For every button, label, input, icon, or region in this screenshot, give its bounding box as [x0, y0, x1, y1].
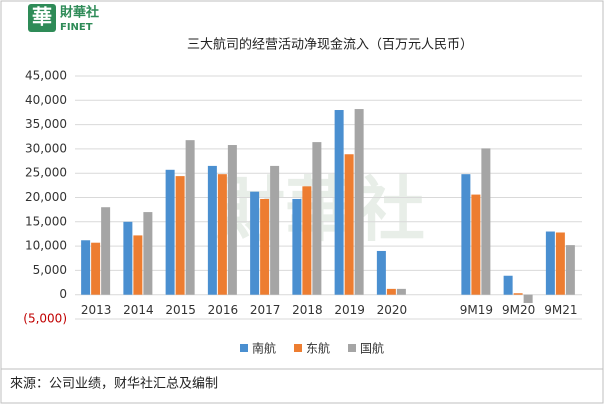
y-tick-label: 15,000 [25, 214, 67, 228]
bar [250, 191, 260, 295]
bar [523, 294, 533, 303]
logo-box [28, 4, 56, 32]
bar [143, 212, 153, 295]
y-tick-label: 20,000 [25, 190, 67, 204]
y-tick-label: 30,000 [25, 141, 67, 155]
x-tick-label: 2018 [292, 303, 323, 317]
bar [133, 235, 143, 295]
bar [165, 169, 175, 295]
y-tick-label: (5,000) [23, 312, 67, 326]
legend-label: 国航 [360, 341, 384, 356]
bar [227, 145, 237, 295]
legend-label: 东航 [306, 341, 330, 356]
bar [471, 194, 481, 295]
bar [344, 154, 354, 295]
x-tick-label: 9M19 [460, 303, 493, 317]
y-tick-label: 0 [59, 287, 67, 301]
logo-char: 華 [32, 5, 52, 29]
bar [101, 207, 111, 295]
legend-swatch [294, 344, 302, 352]
bar [207, 165, 217, 295]
x-tick-label: 2020 [377, 303, 408, 317]
bar [123, 221, 133, 295]
bar [555, 232, 565, 295]
x-tick-label: 9M21 [544, 303, 577, 317]
bar [461, 174, 471, 295]
bar [376, 250, 386, 295]
y-tick-label: 10,000 [25, 239, 67, 253]
bar [217, 174, 227, 295]
x-tick-label: 2013 [81, 303, 112, 317]
y-tick-label: 25,000 [25, 166, 67, 180]
legend-swatch [240, 344, 248, 352]
bar [91, 242, 101, 295]
source: 來源：公司业绩，财华社汇总及编制 [10, 376, 218, 392]
legend-label: 南航 [252, 341, 276, 356]
bar [260, 198, 270, 295]
x-tick-label: 2019 [334, 303, 365, 317]
y-tick-label: 45,000 [25, 69, 67, 83]
bar [81, 240, 91, 295]
bar [354, 109, 364, 295]
legend-swatch [348, 344, 356, 352]
bar [503, 275, 513, 295]
bar [386, 288, 396, 295]
bar [270, 165, 280, 295]
x-tick-label: 2016 [208, 303, 239, 317]
bar [481, 148, 491, 295]
x-tick-label: 2014 [123, 303, 154, 317]
bar [334, 110, 344, 295]
bar [175, 176, 185, 295]
brand: 財華社 [59, 5, 99, 21]
bar [396, 288, 406, 295]
bar [185, 140, 195, 295]
y-tick-label: 35,000 [25, 117, 67, 131]
bar [513, 293, 523, 295]
bar [545, 231, 555, 295]
bar [292, 198, 302, 295]
chart-title: 三大航司的经营活动净现金流入（百万元人民币） [187, 37, 473, 53]
x-tick-label: 2015 [165, 303, 196, 317]
y-tick-label: 5,000 [33, 263, 67, 277]
bar [312, 142, 322, 295]
x-tick-label: 2017 [250, 303, 281, 317]
bar [302, 186, 312, 295]
bar [565, 245, 575, 295]
y-tick-label: 40,000 [25, 93, 67, 107]
brand-en: FINET [60, 22, 93, 33]
x-tick-label: 9M20 [502, 303, 535, 317]
